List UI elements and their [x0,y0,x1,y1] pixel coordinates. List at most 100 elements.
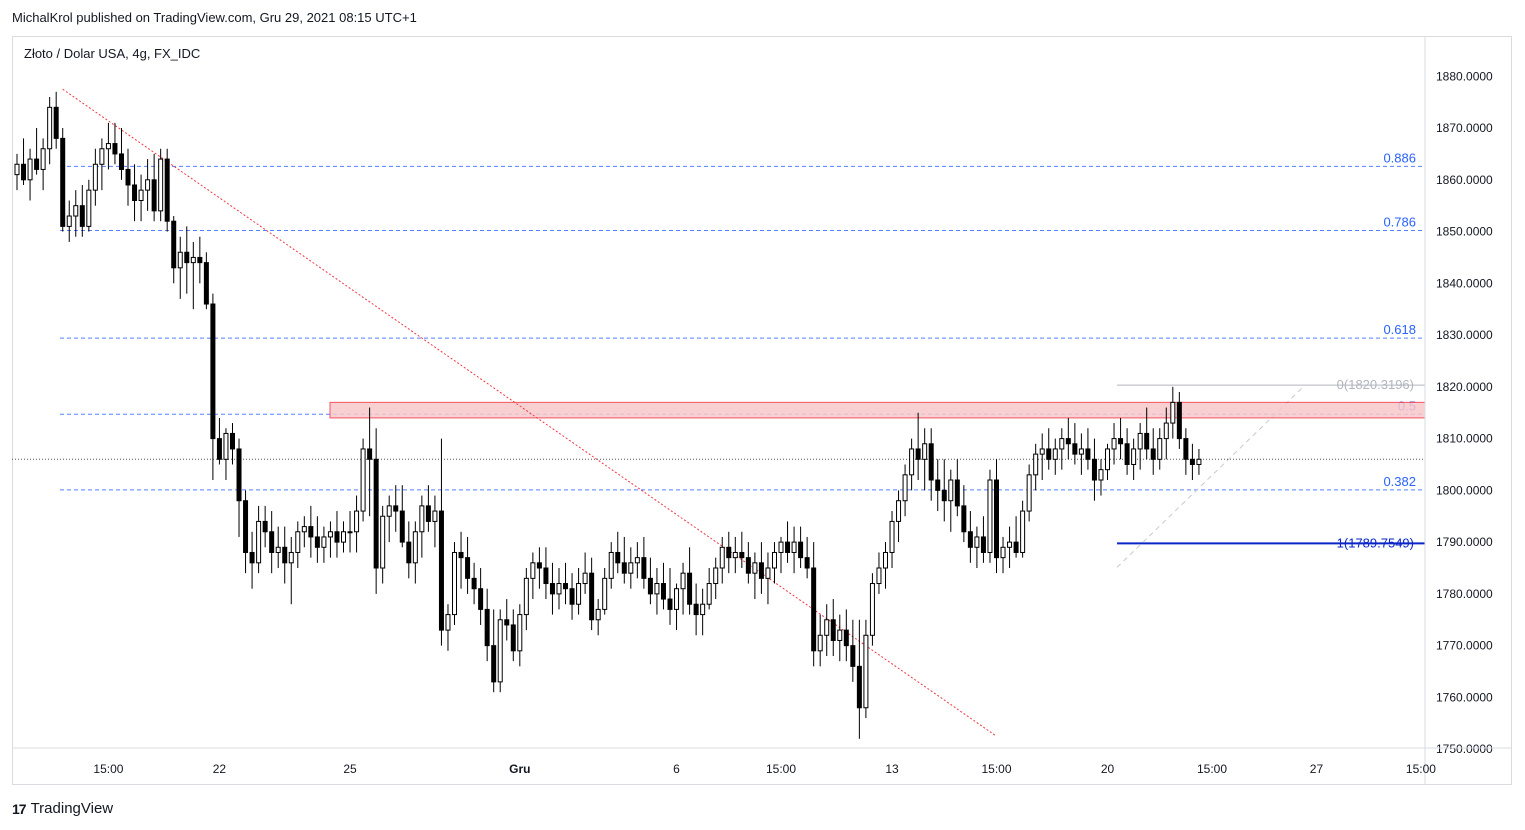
candle[interactable] [406,521,412,579]
candle[interactable] [269,511,275,574]
candle[interactable] [34,128,40,175]
candle[interactable] [53,91,59,149]
candle[interactable] [582,552,588,594]
candle[interactable] [425,485,431,532]
chart-frame[interactable] [12,36,1512,785]
candle[interactable] [92,148,98,206]
candle[interactable] [14,153,20,191]
candle[interactable] [739,531,745,568]
candle[interactable] [203,252,209,310]
candle[interactable] [112,122,118,165]
candle[interactable] [517,604,523,667]
candle[interactable] [589,557,595,631]
candle[interactable] [654,568,660,615]
candle[interactable] [856,619,862,739]
candle[interactable] [308,505,314,558]
candle[interactable] [40,138,46,191]
candle[interactable] [321,526,327,563]
candle[interactable] [21,138,27,185]
candle[interactable] [504,599,510,641]
candle[interactable] [236,438,242,537]
candle[interactable] [445,604,451,651]
candle[interactable] [634,542,640,579]
candle[interactable] [79,184,85,237]
candle[interactable] [1131,438,1137,481]
candle[interactable] [341,521,346,553]
candle[interactable] [223,428,229,481]
candle[interactable] [1176,392,1182,449]
candle[interactable] [256,505,262,574]
candle[interactable] [27,148,33,201]
candle[interactable] [608,542,614,589]
candle[interactable] [1000,536,1006,574]
candle[interactable] [915,412,921,481]
candle[interactable] [380,505,386,584]
candle[interactable] [1072,423,1078,465]
candle[interactable] [556,568,562,610]
candle[interactable] [1105,443,1111,481]
candle[interactable] [99,138,105,191]
candle[interactable] [1111,423,1117,465]
candle[interactable] [563,562,569,605]
candle[interactable] [850,619,856,682]
candle[interactable] [1157,428,1163,470]
candle[interactable] [145,159,151,211]
candle[interactable] [282,526,288,584]
candle[interactable] [73,190,79,237]
candle[interactable] [765,552,771,605]
candle[interactable] [1033,443,1039,491]
candle[interactable] [667,568,673,625]
candle[interactable] [719,536,725,584]
candle[interactable] [471,562,477,605]
candle[interactable] [628,547,634,589]
candle[interactable] [1189,443,1195,481]
candle[interactable] [687,547,693,615]
candle[interactable] [1085,428,1091,470]
candle[interactable] [1124,428,1130,475]
candle[interactable] [367,407,373,517]
candle[interactable] [1170,386,1176,439]
candle[interactable] [869,573,875,646]
candle[interactable] [184,226,190,294]
candle[interactable] [602,568,608,615]
candle[interactable] [151,153,157,222]
candle[interactable] [47,96,53,165]
candle[interactable] [1013,516,1019,558]
candle[interactable] [458,531,464,589]
candle[interactable] [86,179,92,232]
candle[interactable] [432,495,438,548]
candle[interactable] [909,438,915,491]
candle[interactable] [732,536,738,574]
candle[interactable] [1039,433,1045,481]
candle[interactable] [1118,417,1124,460]
candle[interactable] [327,521,333,558]
candle[interactable] [373,428,379,594]
candle[interactable] [647,557,653,605]
candle[interactable] [1020,500,1026,558]
candle[interactable] [882,542,888,589]
candle[interactable] [778,536,784,574]
candle[interactable] [700,588,706,636]
candle[interactable] [758,542,764,594]
candle[interactable] [967,511,973,563]
candle[interactable] [118,128,124,180]
candle[interactable] [987,469,993,563]
candle[interactable] [752,552,758,600]
candle[interactable] [706,568,712,610]
candle[interactable] [484,588,490,662]
candle[interactable] [771,542,777,584]
candle[interactable] [726,531,732,574]
candle[interactable] [1196,448,1202,475]
candle[interactable] [954,459,960,517]
candle[interactable] [1065,417,1071,460]
candle[interactable] [530,552,536,600]
candle[interactable] [1137,423,1143,470]
candle[interactable] [262,505,268,548]
candle[interactable] [830,599,836,656]
candle[interactable] [438,438,444,646]
candle[interactable] [994,459,999,574]
candle[interactable] [961,485,967,543]
candle[interactable] [1144,407,1150,460]
candle[interactable] [249,531,255,589]
candle[interactable] [713,557,719,600]
